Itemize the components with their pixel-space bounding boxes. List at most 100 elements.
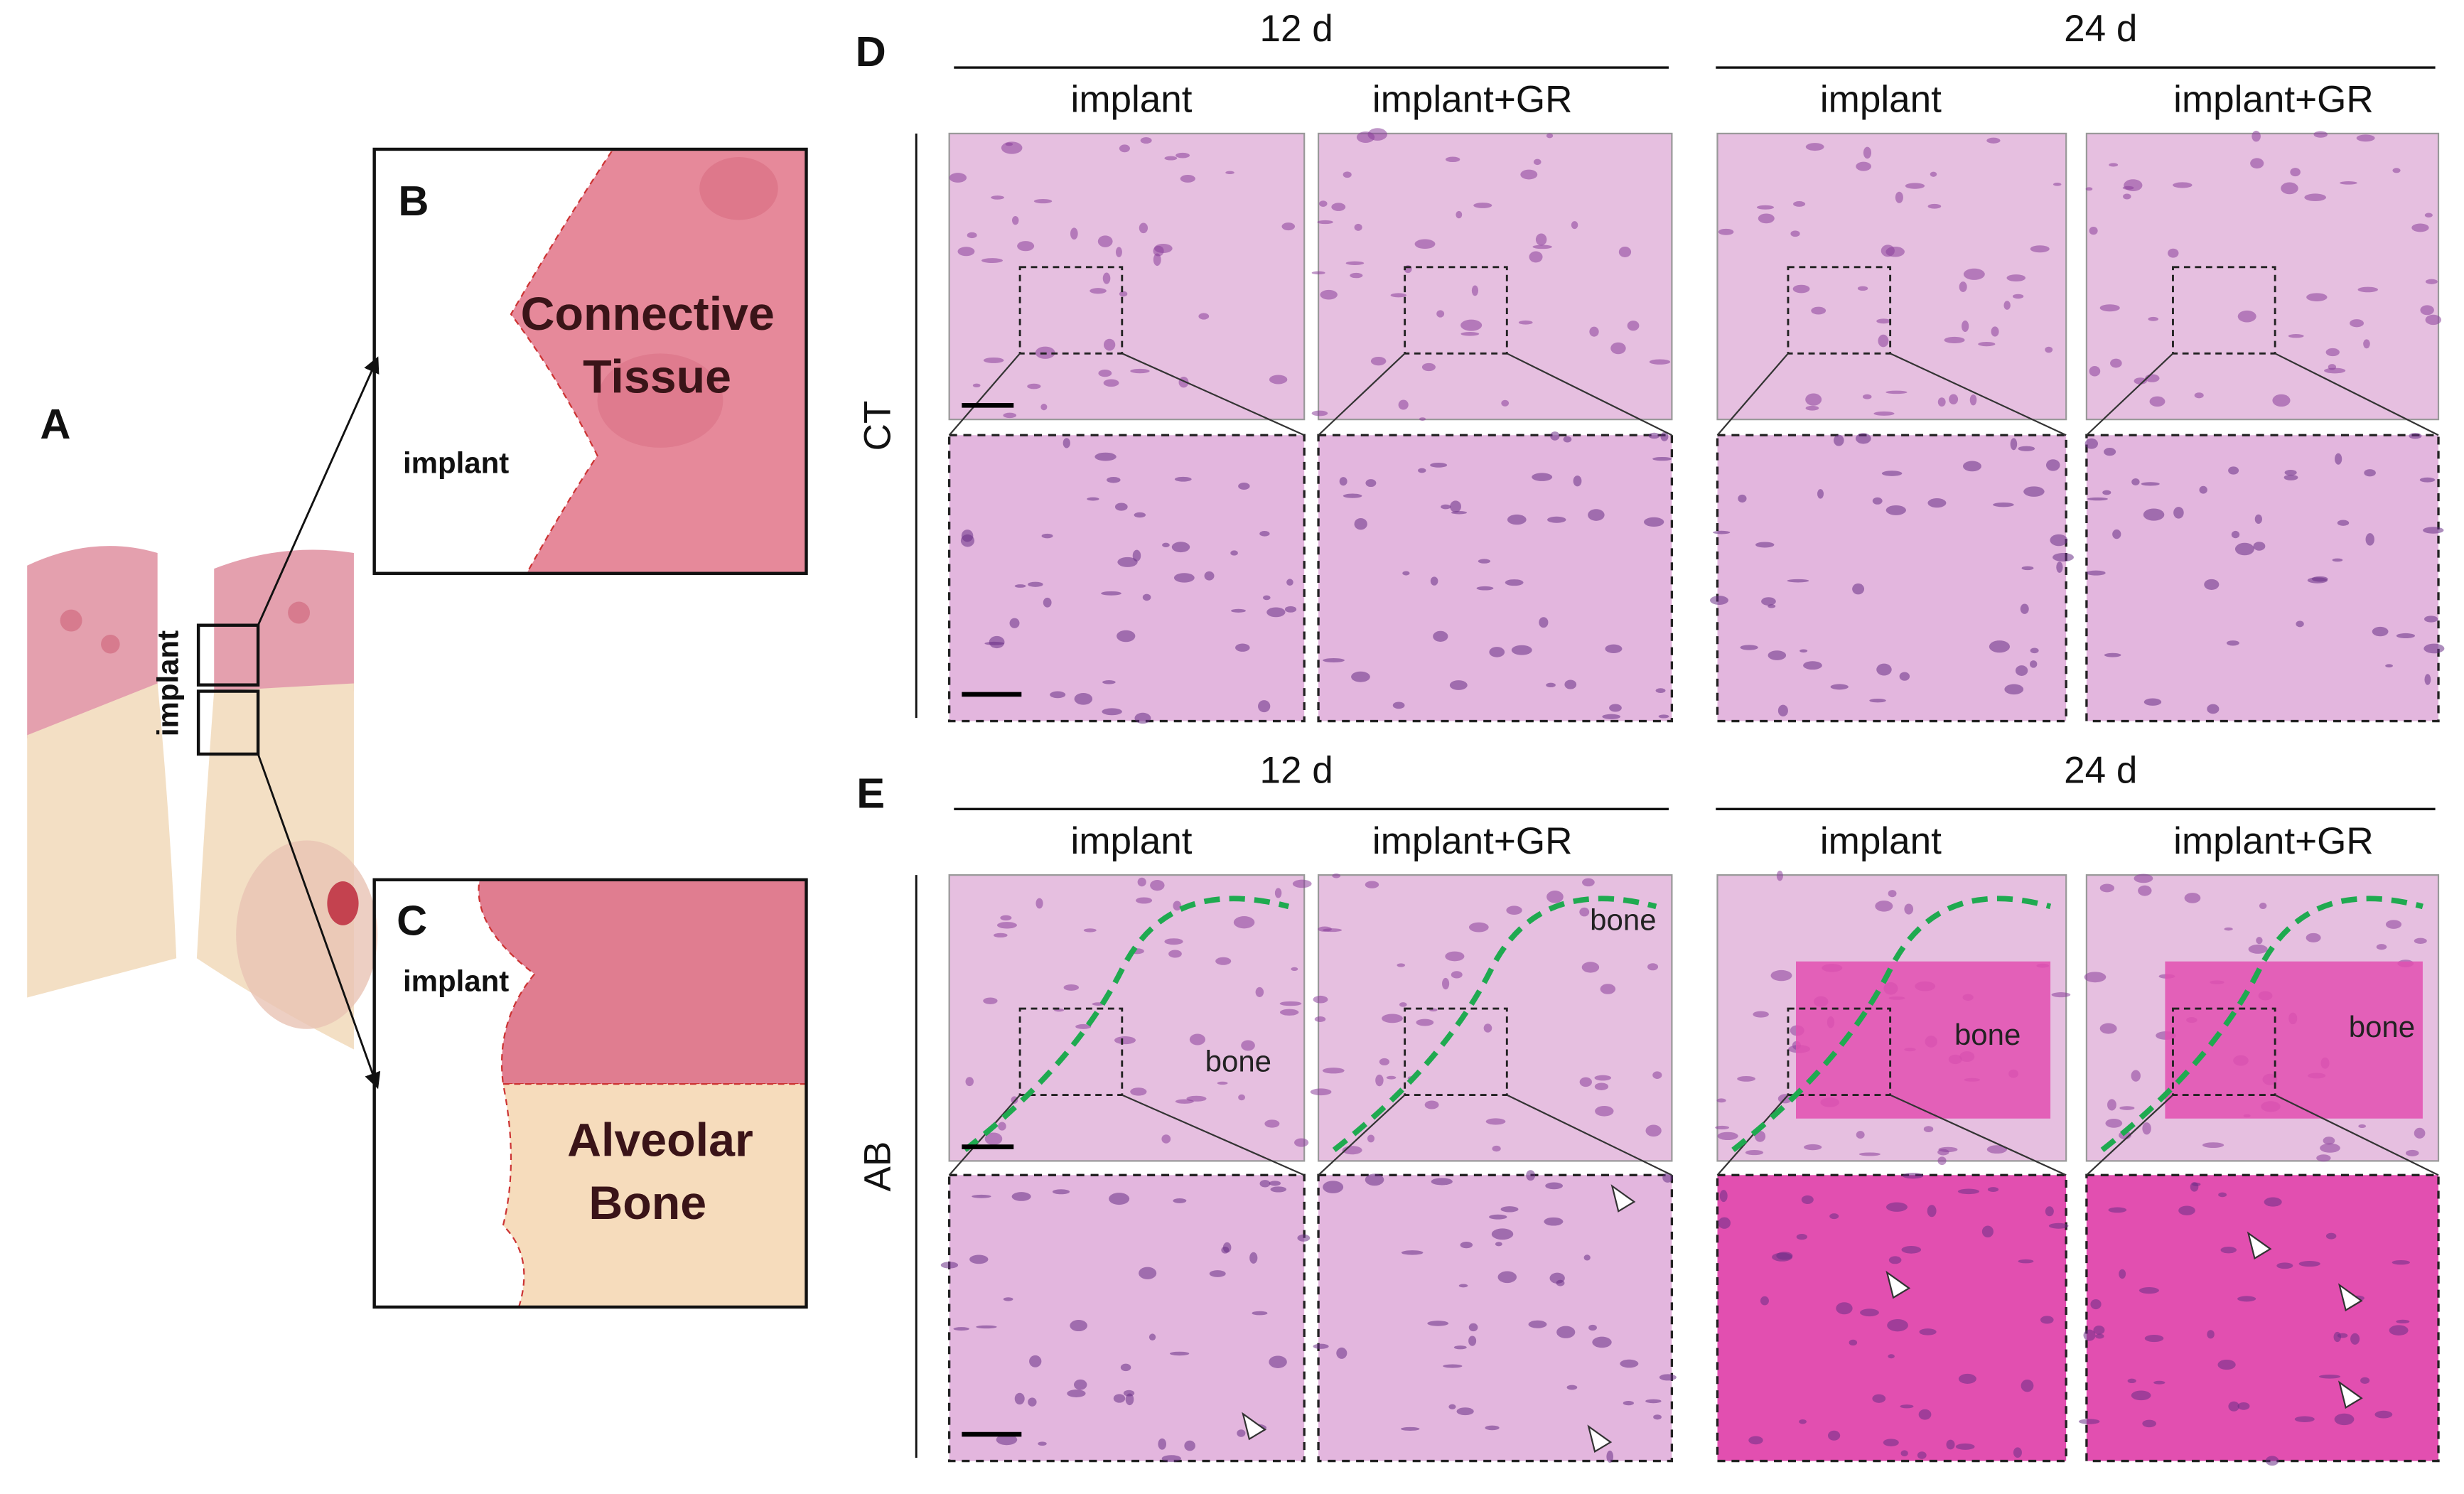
cell xyxy=(1546,133,1554,139)
cell xyxy=(1070,227,1078,240)
cell xyxy=(1655,688,1666,694)
cell xyxy=(1445,951,1465,962)
cell xyxy=(2356,134,2375,142)
bone-label: bone xyxy=(2349,1010,2415,1043)
cell xyxy=(2056,561,2063,573)
cell xyxy=(1533,158,1542,166)
cell xyxy=(1937,397,1946,407)
cell xyxy=(1215,957,1232,965)
cell xyxy=(1137,877,1146,887)
cell xyxy=(1235,643,1250,652)
cell xyxy=(1279,1001,1302,1006)
cell xyxy=(1249,1252,1258,1264)
zoom-line xyxy=(1890,353,2067,436)
cell xyxy=(1402,571,1410,576)
cell xyxy=(2237,1402,2250,1410)
cell xyxy=(1130,368,1150,374)
cell xyxy=(1805,405,1819,411)
cell xyxy=(2312,576,2328,582)
cell xyxy=(2006,274,2026,282)
cell xyxy=(1198,313,1210,320)
cell xyxy=(2364,469,2376,477)
cell xyxy=(1386,1075,1397,1080)
cell xyxy=(1901,1246,1922,1254)
cell xyxy=(1354,223,1362,231)
zoom-box xyxy=(1787,1007,1892,1097)
cell xyxy=(1370,356,1387,366)
cell xyxy=(1314,1016,1326,1022)
group-label: implant+GR xyxy=(1372,820,1572,862)
cell xyxy=(2253,542,2266,551)
cell xyxy=(2296,620,2304,628)
cell xyxy=(1962,320,1969,333)
cell xyxy=(1430,463,1448,468)
cell xyxy=(1231,608,1246,613)
cell xyxy=(2050,534,2068,547)
cell xyxy=(1946,1439,1955,1450)
cell xyxy=(1158,1438,1166,1450)
cell xyxy=(1719,1190,1728,1203)
cell xyxy=(1905,183,1925,189)
cell xyxy=(1310,1088,1332,1096)
cell xyxy=(1606,1450,1614,1463)
cell xyxy=(1269,375,1288,385)
arrowhead xyxy=(2337,1283,2363,1312)
cell xyxy=(2256,937,2263,945)
cell xyxy=(2018,446,2035,451)
cell xyxy=(1134,512,1146,518)
zoom-line xyxy=(1318,353,1406,436)
cell xyxy=(2419,477,2436,483)
cell xyxy=(1600,984,1616,994)
cell xyxy=(2190,1182,2199,1192)
cell xyxy=(1717,1132,1738,1141)
cell xyxy=(1885,505,1906,515)
cell xyxy=(1919,1328,1937,1336)
cell xyxy=(2423,527,2444,534)
cell xyxy=(1857,286,1868,291)
cell xyxy=(1799,649,1808,653)
bone-label: bone xyxy=(1954,1018,2021,1051)
cell xyxy=(2357,286,2378,293)
cell xyxy=(1237,1429,1246,1437)
zoom-line xyxy=(1716,353,1789,436)
cell xyxy=(989,635,1005,649)
cell xyxy=(2020,603,2029,614)
cell xyxy=(1154,243,1173,254)
cell xyxy=(1136,897,1153,904)
cell xyxy=(1834,434,1844,446)
cell xyxy=(1856,1131,1865,1139)
cell xyxy=(1217,1081,1228,1085)
cell xyxy=(1556,1326,1576,1338)
cell xyxy=(1436,310,1445,318)
cell xyxy=(1811,306,1827,315)
cell xyxy=(1027,383,1041,389)
cell xyxy=(2119,1106,2135,1110)
cell xyxy=(1885,390,1908,394)
cell xyxy=(1339,477,1347,486)
cell xyxy=(1269,1355,1287,1368)
cell xyxy=(1028,1397,1037,1407)
cell xyxy=(2414,1127,2426,1139)
cell xyxy=(940,1262,959,1269)
cell xyxy=(1354,518,1367,530)
cell xyxy=(984,1132,1003,1146)
cell xyxy=(1052,1189,1070,1195)
cell xyxy=(1927,498,1947,508)
cell xyxy=(1050,691,1066,699)
cell xyxy=(1139,1267,1157,1279)
cell xyxy=(1264,1119,1280,1128)
bone-outline xyxy=(1731,896,2052,1152)
cell xyxy=(1957,1188,1980,1195)
cell xyxy=(1258,700,1271,713)
cell xyxy=(2320,1143,2340,1153)
cell xyxy=(1103,338,1116,351)
cell xyxy=(1180,174,1195,183)
implant-label: implant xyxy=(403,964,509,998)
cell xyxy=(1776,871,1783,881)
cell xyxy=(1173,901,1182,911)
cell xyxy=(1320,289,1338,300)
cell xyxy=(1544,1217,1564,1226)
cell xyxy=(2083,1329,2096,1341)
cell xyxy=(2090,1299,2102,1310)
cell xyxy=(2023,486,2045,497)
